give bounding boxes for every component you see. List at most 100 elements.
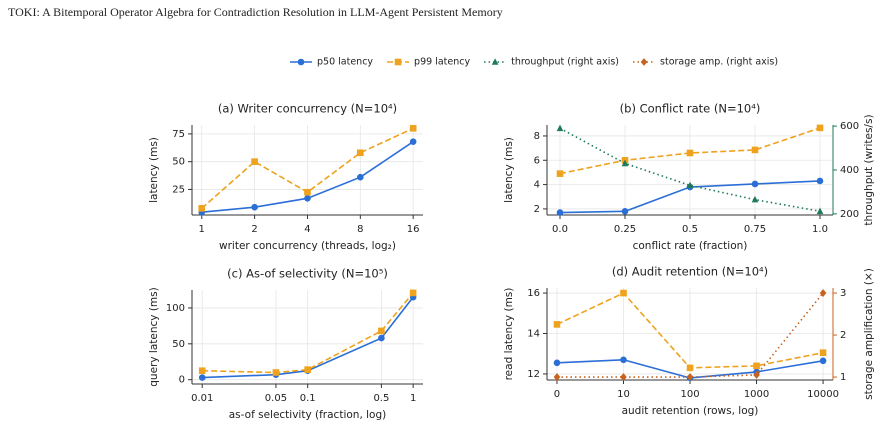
x-tick-label: 1: [199, 224, 205, 235]
x-tick-label: 0.01: [191, 393, 213, 404]
x-tick-label: 2: [251, 224, 257, 235]
y2-tick-label: 200: [840, 209, 859, 220]
x-tick-label: 1000: [744, 389, 769, 400]
marker: [409, 138, 417, 145]
x-tick-label: 0.0: [552, 224, 568, 235]
x-tick-label: 0.5: [682, 224, 698, 235]
marker: [198, 374, 206, 381]
y2-tick-label: 600: [840, 121, 859, 132]
marker: [816, 177, 824, 185]
y-axis-label: query latency (ms): [148, 287, 160, 386]
marker: [272, 369, 280, 376]
y2-axis-label: throughput (writes/s): [863, 114, 875, 225]
marker: [553, 321, 561, 328]
x-axis-label: conflict rate (fraction): [633, 240, 748, 252]
marker: [304, 366, 311, 373]
x-tick-label: 1.0: [812, 224, 828, 235]
subplot-title: (c) As-of selectivity (N=10⁵): [227, 267, 388, 281]
x-tick-label: 0.25: [614, 224, 636, 235]
subplot-title: (d) Audit retention (N=10⁴): [612, 265, 768, 279]
marker: [751, 180, 759, 188]
y-tick-label: 6: [534, 155, 540, 166]
marker: [751, 195, 759, 203]
marker: [378, 334, 385, 342]
marker: [686, 364, 694, 372]
legend-marker: [640, 58, 648, 66]
x-tick-label: 0.1: [300, 393, 316, 404]
y-tick-label: 25: [172, 184, 185, 195]
series-line: [202, 292, 414, 374]
y-tick-label: 0: [179, 375, 185, 386]
marker: [819, 289, 827, 297]
legend-marker: [297, 58, 305, 66]
x-tick-label: 10000: [807, 389, 839, 400]
marker: [409, 125, 417, 132]
y-tick-label: 75: [172, 129, 185, 140]
marker: [816, 207, 824, 215]
marker: [251, 158, 258, 165]
subplot-title: (a) Writer concurrency (N=10⁴): [218, 102, 397, 116]
y2-tick-label: 1: [840, 372, 846, 383]
y-tick-label: 50: [172, 339, 185, 350]
marker: [621, 208, 629, 215]
y-axis-label: latency (ms): [503, 137, 515, 203]
x-tick-label: 0: [554, 389, 560, 400]
y-tick-label: 4: [534, 180, 540, 191]
x-tick-label: 16: [407, 224, 420, 235]
marker: [620, 373, 627, 381]
legend-label: throughput (right axis): [511, 57, 619, 68]
marker: [621, 159, 629, 167]
x-tick-label: 100: [680, 389, 699, 400]
series-line: [556, 292, 824, 378]
y2-axis-label: storage amplification (×): [863, 268, 875, 400]
legend-marker: [394, 58, 402, 66]
y-tick-label: 8: [534, 131, 540, 142]
marker: [378, 327, 385, 335]
marker: [620, 356, 627, 364]
y-tick-label: 14: [527, 328, 540, 339]
y-tick-label: 50: [172, 157, 185, 168]
y-tick-label: 12: [527, 369, 540, 380]
marker: [198, 205, 206, 212]
marker: [304, 195, 311, 202]
marker: [819, 349, 827, 357]
marker: [751, 146, 759, 154]
marker: [686, 181, 694, 189]
marker: [556, 209, 564, 216]
y-axis-label: read latency (ms): [503, 288, 515, 381]
x-axis-label: as-of selectivity (fraction, log): [229, 409, 386, 421]
marker: [198, 367, 206, 375]
x-axis-label: writer concurrency (threads, log₂): [219, 240, 396, 252]
legend-label: p99 latency: [414, 57, 470, 68]
marker: [553, 359, 561, 367]
x-axis-label: audit retention (rows, log): [622, 405, 759, 417]
y2-tick-label: 400: [840, 165, 859, 176]
marker: [819, 357, 827, 365]
marker: [620, 289, 627, 297]
marker: [357, 173, 364, 181]
y-axis-label: latency (ms): [148, 137, 160, 203]
y-tick-label: 2: [534, 204, 540, 215]
marker: [409, 289, 417, 297]
y-tick-label: 100: [166, 303, 185, 314]
marker: [686, 149, 694, 157]
x-tick-label: 0.05: [265, 393, 287, 404]
x-tick-label: 10: [617, 389, 630, 400]
x-tick-label: 0.75: [744, 224, 766, 235]
marker: [304, 188, 311, 196]
marker: [553, 373, 561, 381]
subplot-title: (b) Conflict rate (N=10⁴): [620, 102, 761, 116]
y-tick-label: 16: [527, 288, 540, 299]
marker: [357, 149, 364, 157]
y2-tick-label: 3: [840, 288, 846, 299]
y2-tick-label: 2: [840, 330, 846, 341]
x-tick-label: 8: [357, 224, 363, 235]
marker: [753, 362, 760, 370]
marker: [556, 170, 564, 177]
legend-label: storage amp. (right axis): [660, 57, 778, 68]
x-tick-label: 0.5: [373, 393, 389, 404]
marker: [556, 124, 564, 132]
page-header: TOKI: A Bitemporal Operator Algebra for …: [8, 5, 503, 19]
